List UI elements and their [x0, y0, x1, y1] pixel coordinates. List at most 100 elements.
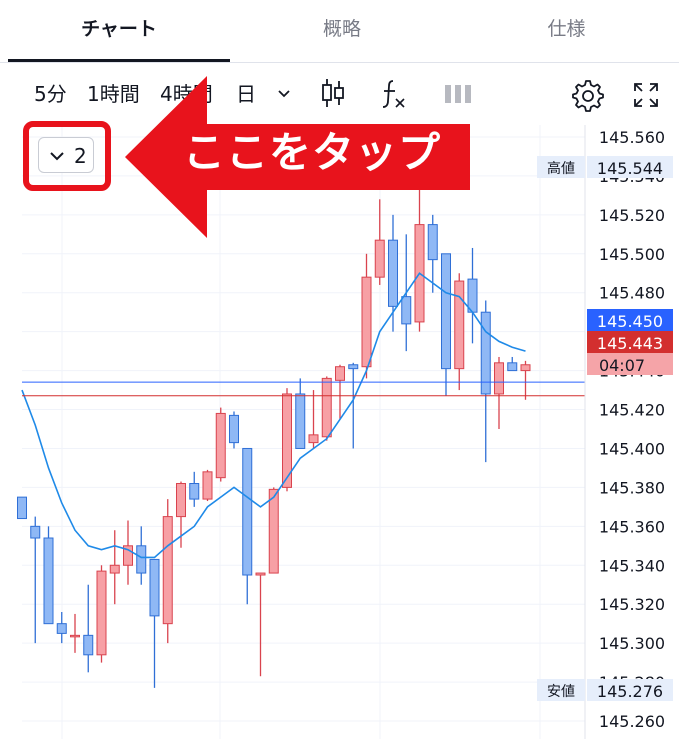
annotation-arrow	[125, 76, 470, 238]
candle	[215, 407, 226, 482]
candle-body	[401, 296, 412, 325]
candle	[441, 253, 451, 396]
candlestick-icon[interactable]	[320, 77, 346, 109]
candle-body	[321, 377, 332, 438]
candle-body	[30, 525, 41, 539]
candle-body	[454, 280, 465, 370]
countdown-bg	[587, 353, 673, 375]
candle	[202, 469, 213, 502]
interval-5min[interactable]: 5分	[34, 82, 67, 106]
moving-average-line	[21, 272, 526, 559]
candle	[414, 168, 425, 332]
candle-body	[229, 414, 239, 444]
interval-day[interactable]: 日	[236, 82, 256, 106]
candle-body	[70, 634, 80, 638]
low-label: 安値	[547, 684, 575, 700]
price-tick-label: 145.520	[599, 206, 665, 225]
candle	[268, 487, 279, 574]
tab-bar: チャート 概略 仕様	[0, 0, 679, 63]
candle-body	[149, 558, 160, 617]
candle	[242, 447, 253, 605]
candle-body	[83, 634, 94, 656]
candle-body	[374, 239, 385, 278]
candle-body	[308, 434, 319, 444]
candle	[480, 300, 491, 463]
candle-body	[123, 545, 133, 566]
ask-tag-bg	[587, 331, 673, 353]
candle	[17, 496, 27, 520]
price-tick-label: 145.320	[599, 595, 665, 614]
candles	[17, 168, 531, 688]
price-tick-label: 145.420	[599, 401, 665, 420]
candle-body	[176, 483, 186, 518]
candle	[123, 520, 133, 585]
candle	[282, 388, 292, 492]
indicator-fx-icon[interactable]	[380, 77, 408, 111]
annotation-highlight-box	[23, 121, 111, 191]
candle	[255, 572, 266, 677]
price-tick-label: 145.300	[599, 634, 665, 653]
bars-icon[interactable]	[444, 83, 472, 105]
candle	[83, 584, 94, 673]
candle-body	[136, 545, 147, 574]
candle	[30, 516, 41, 644]
tab-chart[interactable]: チャート	[81, 18, 157, 40]
fullscreen-icon[interactable]	[632, 81, 660, 109]
price-tick-label: 145.400	[599, 439, 665, 458]
high-value-bg	[587, 156, 673, 178]
chevron-down-icon	[50, 152, 64, 161]
candle	[96, 565, 107, 663]
ask-tag: 145.443	[597, 334, 663, 353]
candle-body	[255, 572, 266, 576]
candle	[520, 360, 531, 400]
candle-body	[388, 239, 398, 307]
interval-1hour[interactable]: 1時間	[87, 82, 140, 106]
candle	[56, 611, 67, 644]
candle	[321, 376, 332, 441]
candle-body	[17, 496, 27, 520]
candle-body	[441, 253, 451, 370]
candle-body	[480, 311, 491, 395]
candle	[388, 214, 398, 332]
candle-body	[427, 224, 438, 261]
low-value: 145.276	[597, 682, 663, 701]
candle-body	[242, 447, 253, 576]
gear-icon[interactable]	[570, 78, 604, 112]
tab-specs[interactable]: 仕様	[547, 18, 586, 40]
candle-body	[361, 276, 372, 368]
candle-body	[520, 364, 531, 372]
candle	[162, 499, 173, 644]
bid-tag: 145.450	[597, 312, 663, 331]
candle-body	[189, 483, 200, 500]
low-label-bg	[537, 679, 585, 701]
price-tick-label: 145.500	[599, 245, 665, 264]
candle	[43, 526, 54, 625]
price-axis: 145.560145.540145.520145.500145.480145.4…	[599, 128, 665, 731]
chevron-down-icon[interactable]	[274, 83, 294, 103]
low-value-bg	[587, 679, 673, 701]
candle-body	[348, 364, 359, 370]
price-tick-label: 145.260	[599, 712, 665, 731]
candle-body	[467, 278, 478, 313]
candle-body	[162, 516, 173, 625]
candle	[136, 526, 147, 585]
candle-body	[295, 393, 306, 449]
candle-body	[215, 412, 226, 479]
candle-body	[109, 564, 120, 574]
candle	[308, 390, 319, 449]
candle	[374, 199, 385, 285]
price-tick-label: 145.480	[599, 284, 665, 303]
annotation-text: ここをタップ	[183, 128, 442, 177]
candle	[427, 214, 438, 293]
candle	[335, 364, 345, 420]
candle	[109, 530, 120, 605]
high-value: 145.544	[597, 159, 663, 178]
price-tick-label: 145.360	[599, 517, 665, 536]
candle-body	[96, 570, 107, 656]
candle-body	[282, 393, 292, 488]
tab-overview[interactable]: 概略	[322, 18, 361, 40]
indicator-collapse-button[interactable]: 2	[38, 137, 94, 173]
candle	[361, 253, 372, 379]
candle-body	[507, 362, 518, 372]
